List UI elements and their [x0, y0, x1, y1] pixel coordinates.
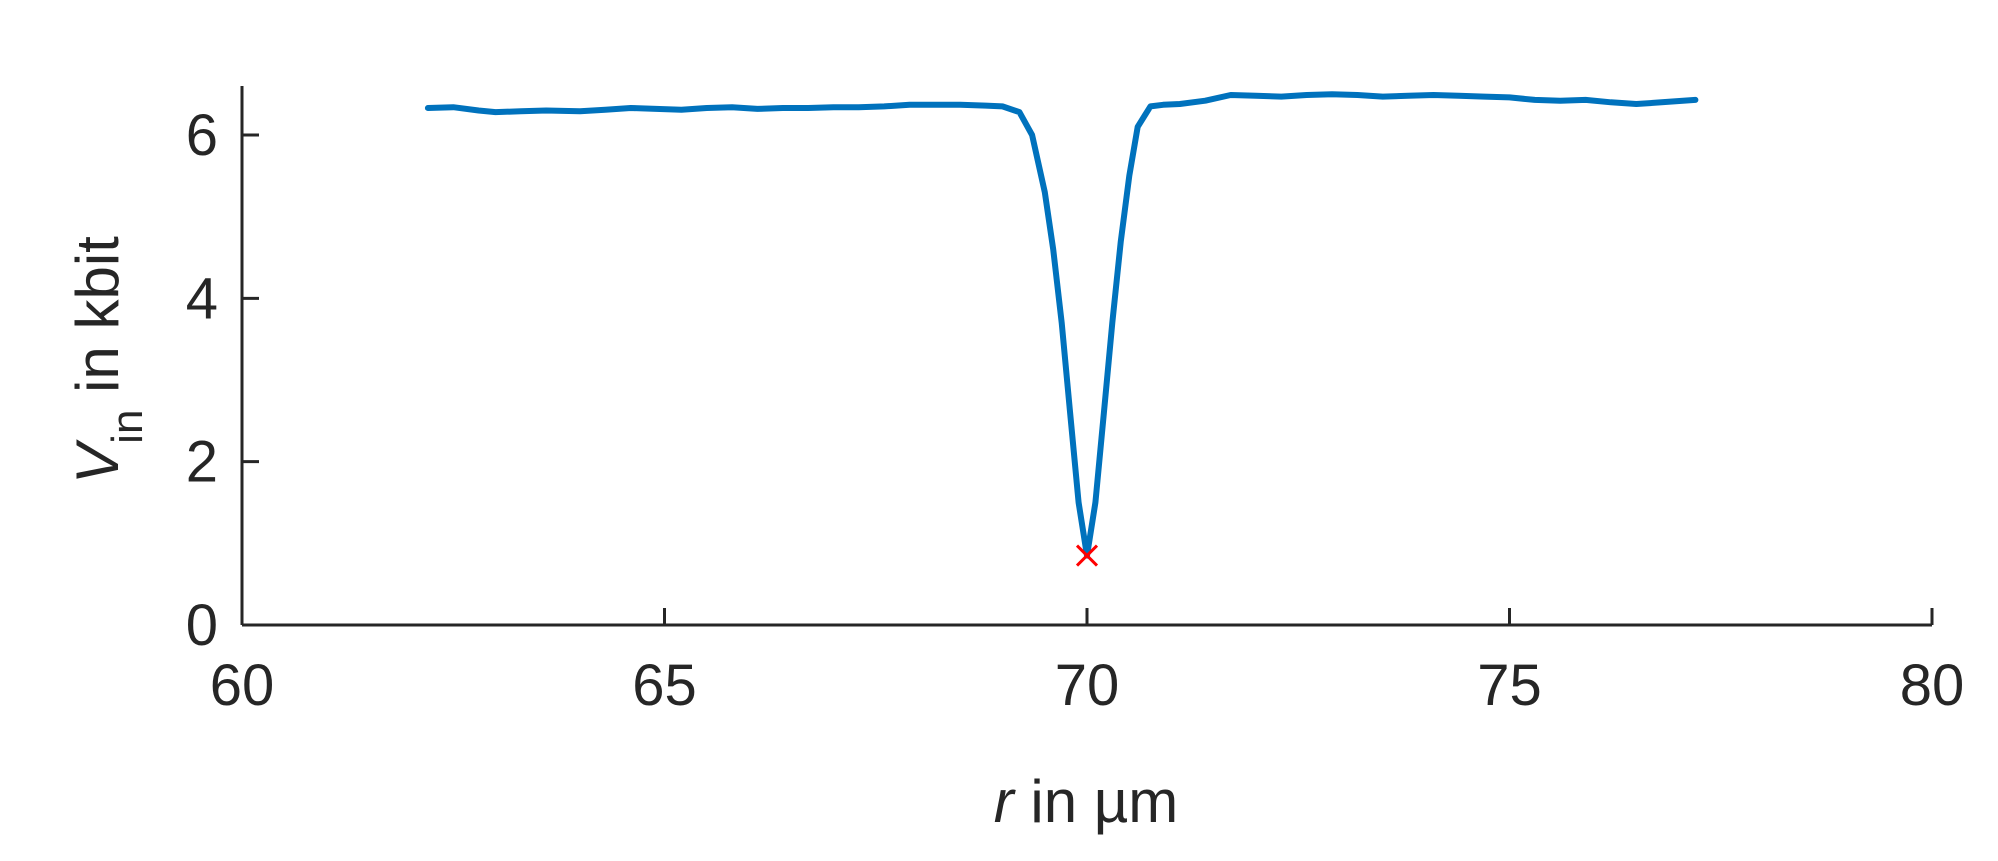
x-ticks: 60 65 70 75 80 — [210, 608, 1965, 718]
x-tick-label: 80 — [1900, 653, 1965, 718]
y-ticks: 0 2 4 6 — [186, 103, 259, 658]
y-axis-label: Vin in kbit — [64, 236, 152, 484]
x-tick-label: 65 — [632, 653, 697, 718]
x-tick-label: 60 — [210, 653, 275, 718]
y-axis-label-rest: in kbit — [64, 236, 131, 410]
x-axis-label-var: r — [994, 768, 1016, 835]
y-axis-label-sub: in — [103, 410, 152, 444]
y-tick-label: 2 — [186, 430, 218, 495]
x-axis-label: r in µm — [994, 768, 1179, 835]
y-axis-label-var: V — [64, 439, 131, 484]
series — [424, 91, 1699, 559]
x-tick-label: 75 — [1477, 653, 1542, 718]
markers — [1075, 544, 1099, 567]
y-tick-label: 0 — [186, 593, 218, 658]
minimum-marker — [1075, 544, 1099, 567]
x-axis-label-rest: in µm — [1014, 768, 1179, 835]
y-tick-label: 6 — [186, 103, 218, 168]
y-tick-label: 4 — [186, 266, 218, 331]
x-tick-label: 70 — [1055, 653, 1120, 718]
series-line — [424, 91, 1699, 559]
